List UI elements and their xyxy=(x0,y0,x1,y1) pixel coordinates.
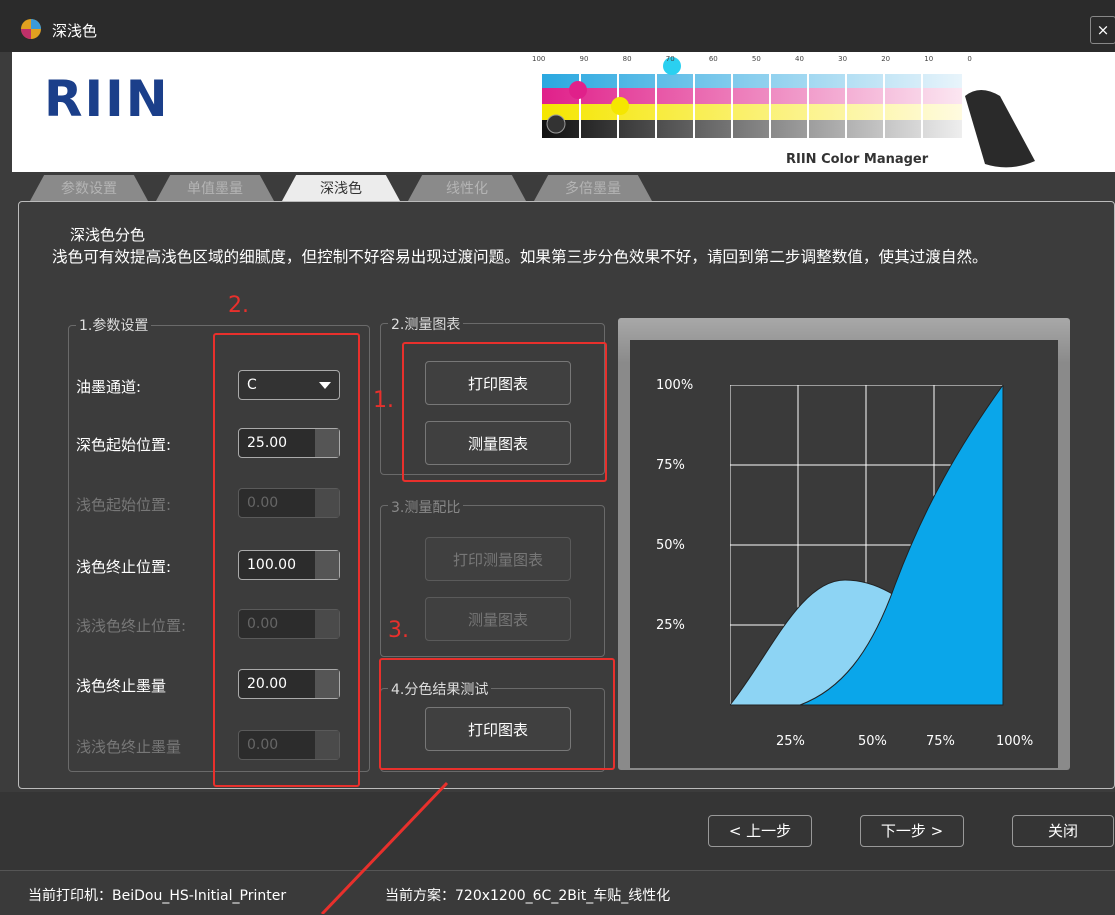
logo: RIIN xyxy=(44,70,170,128)
scale-label: 20 xyxy=(881,55,890,63)
window-title: 深浅色 xyxy=(52,20,97,41)
group-legend: 3.测量配比 xyxy=(388,497,463,517)
section-title: 深浅色分色 xyxy=(70,224,145,245)
group-legend: 1.参数设置 xyxy=(76,315,151,335)
window: 深浅色 × RIIN 1009080706050403020100 RIIN C… xyxy=(0,0,1115,914)
scale-label: 100 xyxy=(532,55,545,63)
tab[interactable]: 深浅色 xyxy=(282,175,400,201)
button[interactable]: 测量图表 xyxy=(425,597,571,641)
y-axis-label: 100% xyxy=(656,378,693,393)
param-label: 浅色起始位置: xyxy=(76,494,171,515)
x-axis-label: 100% xyxy=(996,734,1033,749)
tab[interactable]: 线性化 xyxy=(408,175,526,201)
scale-label: 40 xyxy=(795,55,804,63)
title-bar: 深浅色 × xyxy=(0,0,1115,52)
x-axis-label: 25% xyxy=(776,734,805,749)
scale-label: 10 xyxy=(924,55,933,63)
param-label: 深色起始位置: xyxy=(76,434,171,455)
tab[interactable]: 多倍墨量 xyxy=(534,175,652,201)
param-label: 油墨通道: xyxy=(76,376,141,397)
close-dialog-button[interactable]: 关闭 xyxy=(1012,815,1114,847)
param-label: 浅浅色终止位置: xyxy=(76,615,186,636)
annotation: 3. xyxy=(388,618,409,643)
button[interactable]: 打印测量图表 xyxy=(425,537,571,581)
annotation-box xyxy=(402,342,607,482)
annotation-box xyxy=(379,658,615,770)
next-button[interactable]: 下一步 > xyxy=(860,815,964,847)
scale-label: 50 xyxy=(752,55,761,63)
section-description: 浅色可有效提高浅色区域的细腻度，但控制不好容易出现过渡问题。如果第三步分色效果不… xyxy=(52,248,1062,266)
tab[interactable]: 参数设置 xyxy=(30,175,148,201)
status-scheme: 当前方案：720x1200_6C_2Bit_车贴_线性化 xyxy=(385,885,670,905)
param-label: 浅色终止位置: xyxy=(76,556,171,577)
scale-label: 60 xyxy=(709,55,718,63)
scale-label: 30 xyxy=(838,55,847,63)
x-axis-label: 50% xyxy=(858,734,887,749)
curve-plot xyxy=(730,385,1004,707)
close-button[interactable]: × xyxy=(1090,16,1115,44)
scale-label: 70 xyxy=(666,55,675,63)
status-printer: 当前打印机：BeiDou_HS-Initial_Printer xyxy=(28,885,286,905)
group-legend: 2.测量图表 xyxy=(388,314,463,334)
y-axis-label: 25% xyxy=(656,618,685,633)
annotation-box xyxy=(213,333,360,787)
x-axis-label: 75% xyxy=(926,734,955,749)
param-label: 浅色终止墨量 xyxy=(76,675,166,696)
y-axis-label: 75% xyxy=(656,458,685,473)
annotation: 1. xyxy=(373,388,394,413)
app-icon xyxy=(20,18,42,40)
scale-label: 90 xyxy=(580,55,589,63)
scale-label: 80 xyxy=(623,55,632,63)
product-name: RIIN Color Manager xyxy=(786,152,928,167)
tab[interactable]: 单值墨量 xyxy=(156,175,274,201)
y-axis-label: 50% xyxy=(656,538,685,553)
param-label: 浅浅色终止墨量 xyxy=(76,736,181,757)
prev-button[interactable]: < 上一步 xyxy=(708,815,812,847)
scale-label: 0 xyxy=(967,55,971,63)
annotation: 2. xyxy=(228,293,249,318)
